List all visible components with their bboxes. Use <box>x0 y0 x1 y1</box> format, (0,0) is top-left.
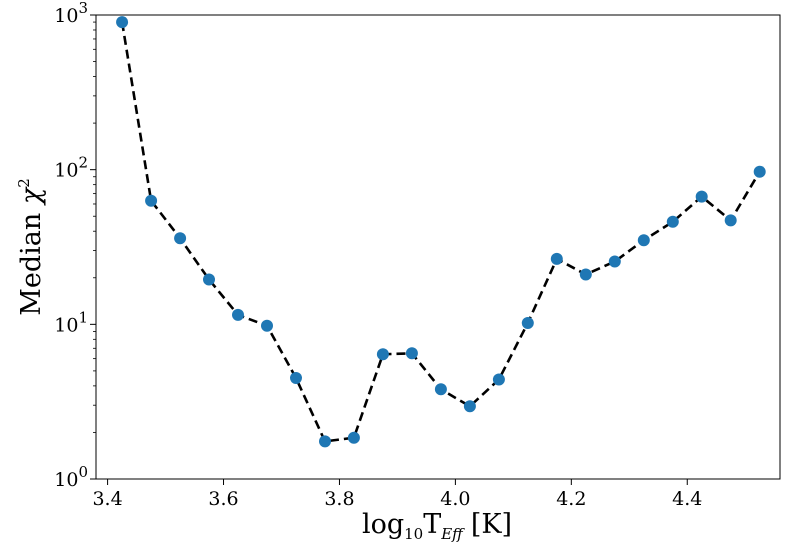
x-tick-label: 4.4 <box>672 488 702 510</box>
data-point <box>405 347 418 360</box>
y-tick-label: 102 <box>54 154 88 182</box>
data-point <box>203 273 215 286</box>
data-point <box>261 319 273 332</box>
data-point <box>608 255 621 268</box>
data-point <box>666 215 679 228</box>
data-point <box>290 372 302 384</box>
y-tick-label: 101 <box>54 308 88 336</box>
x-axis-label: log10TEff [K] <box>362 509 512 543</box>
data-point <box>579 268 592 281</box>
data-point <box>753 165 766 178</box>
y-tick-label: 103 <box>54 0 88 27</box>
data-point <box>376 348 389 361</box>
data-point <box>347 431 360 444</box>
data-point <box>550 252 563 265</box>
x-tick-label: 3.4 <box>92 488 122 510</box>
data-point <box>319 435 331 448</box>
y-axis-label: Median χ2 <box>15 178 47 316</box>
data-point <box>463 400 476 413</box>
x-tick-label: 3.6 <box>208 488 238 510</box>
data-point <box>521 317 534 329</box>
data-point <box>492 373 505 386</box>
x-tick-label: 4.0 <box>440 488 470 510</box>
data-point <box>637 234 650 247</box>
data-point <box>232 308 244 321</box>
y-tick-label: 100 <box>54 463 88 491</box>
x-tick-label: 4.2 <box>556 488 586 510</box>
series-markers <box>116 16 766 448</box>
x-tick-label: 3.8 <box>324 488 354 510</box>
data-point <box>724 214 737 227</box>
series-line <box>120 21 761 443</box>
x-axis-ticks: 3.4 3.6 3.8 4.0 4.2 4.4 <box>92 479 702 510</box>
data-point <box>695 190 708 203</box>
data-point <box>116 16 129 29</box>
plot-area-frame <box>95 14 781 480</box>
minor-ticks <box>93 21 96 433</box>
y-axis-ticks: 100 101 102 103 <box>54 0 96 491</box>
data-point <box>174 232 187 245</box>
data-point <box>145 194 158 207</box>
data-point <box>434 383 447 396</box>
